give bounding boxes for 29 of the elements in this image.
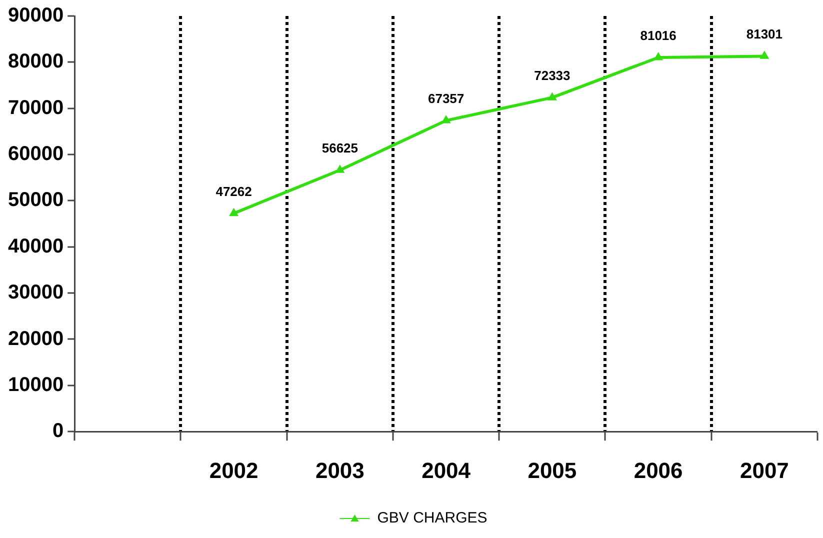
x-tick-label: 2003 xyxy=(315,458,364,483)
data-label: 81301 xyxy=(746,26,783,42)
data-label: 72333 xyxy=(534,68,570,84)
point xyxy=(229,208,238,216)
point xyxy=(442,116,450,124)
point xyxy=(654,52,663,60)
y-tick-label: 90000 xyxy=(8,4,64,27)
y-tick-label: 0 xyxy=(52,420,64,442)
y-tick-label: 10000 xyxy=(8,374,64,396)
y-tick-label: 40000 xyxy=(8,235,64,258)
y-tick-label: 70000 xyxy=(8,96,64,119)
point xyxy=(548,92,557,100)
y-tick-label: 20000 xyxy=(8,328,64,350)
data-label: 56625 xyxy=(322,140,358,156)
y-tick-label: 50000 xyxy=(8,189,64,212)
x-tick-label: 2004 xyxy=(422,458,472,483)
x-tick-label: 2002 xyxy=(209,458,258,483)
data-label: 81016 xyxy=(640,28,676,44)
point xyxy=(336,165,344,173)
y-tick-label: 30000 xyxy=(8,282,64,304)
point xyxy=(760,51,769,59)
x-tick-label: 2006 xyxy=(634,458,683,483)
y-tick-label: 60000 xyxy=(8,143,64,166)
x-tick-label: 2007 xyxy=(740,458,789,483)
data-label: 67357 xyxy=(428,91,464,106)
data-label: 47262 xyxy=(216,184,252,199)
y-tick-label: 80000 xyxy=(8,50,64,73)
legend-label: GBV CHARGES xyxy=(377,510,488,527)
x-tick-label: 2005 xyxy=(528,458,577,483)
